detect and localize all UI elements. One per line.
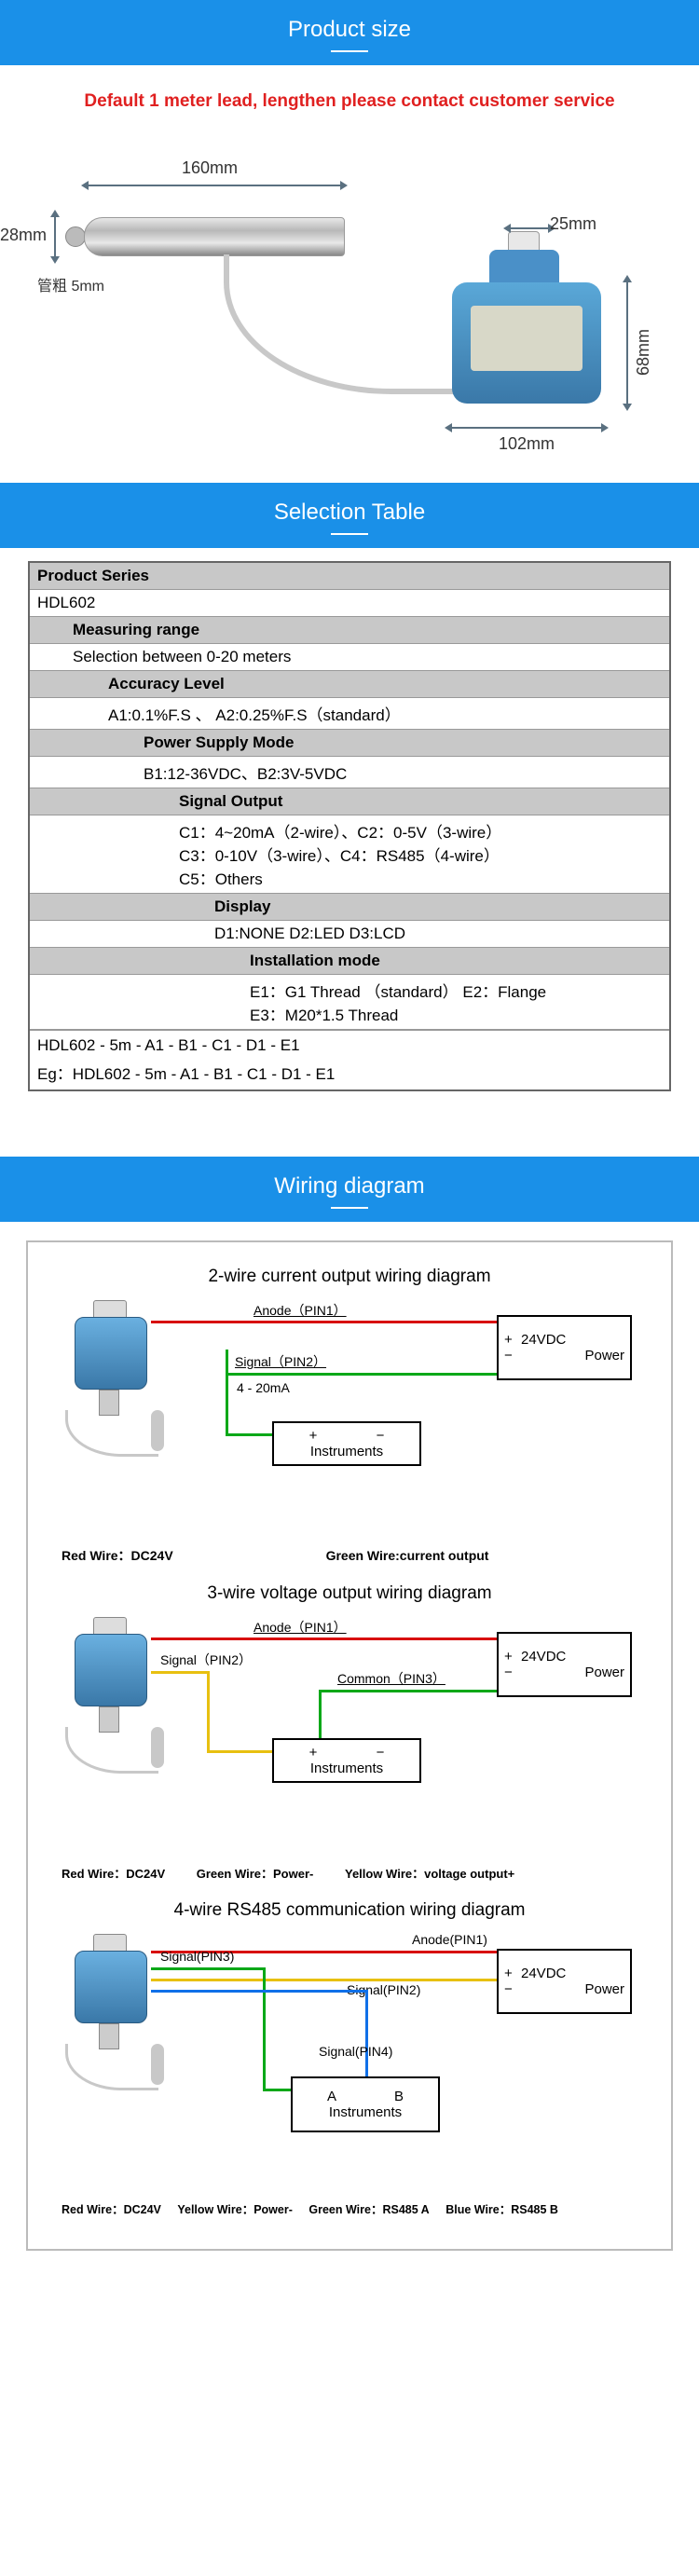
wire-blue-v [365,1990,368,2089]
sel-value-power: B1:12-36VDC、B2:3V-5VDC [30,757,669,788]
legend-2wire: Red Wire：DC24V Green Wire:current output [39,1539,516,1569]
sel-header-series: Product Series [30,563,669,590]
instrument-box: +− Instruments [272,1421,421,1466]
wiring-title: 4-wire RS485 communication wiring diagra… [39,1895,660,1930]
wire-yellow-v [207,1671,210,1750]
section-header-selection: Selection Table [0,483,699,548]
sel-header-display: Display [30,894,669,921]
sel-value-range: Selection between 0-20 meters [30,644,669,671]
legend-4wire: Red Wire：DC24V Yellow Wire：Power- Green … [39,2192,586,2221]
sel-header-install: Installation mode [30,948,669,975]
dim-160: 160mm [182,158,238,178]
signal-value: 4 - 20mA [237,1380,290,1395]
product-dimension-diagram: 160mm 28mm 管粗 5mm 25mm 68mm 102mm [0,129,699,483]
spacer [0,1119,699,1157]
pin-anode: Anode(PIN1) [412,1932,487,1947]
pin-anode: Anode（PIN1） [254,1618,347,1637]
wire-red [151,1637,524,1640]
wiring-4wire: 4-wire RS485 communication wiring diagra… [39,1895,660,2230]
wire-yellow [151,1979,524,1981]
section-header-product-size: Product size [0,0,699,65]
pin-signal3: Signal(PIN3) [160,1949,234,1964]
selection-example-1: HDL602 - 5m - A1 - B1 - C1 - D1 - E1 [30,1030,669,1061]
wire-red [151,1321,524,1323]
dim-28: 28mm [0,226,47,245]
wire-green-h2 [226,1373,524,1376]
sel-header-power: Power Supply Mode [30,730,669,757]
selection-example-2: Eg：HDL602 - 5m - A1 - B1 - C1 - D1 - E1 [30,1061,669,1089]
power-box: +24VDC −Power [497,1949,632,2014]
pin-signal: Signal（PIN2） [160,1651,252,1669]
sel-value-accuracy: A1:0.1%F.S 、 A2:0.25%F.S（standard） [30,698,669,730]
wire-yellow-h2 [207,1750,277,1753]
dim-line-160 [89,185,340,186]
sensor-probe [84,217,345,256]
section-title: Selection Table [0,500,699,526]
dim-102: 102mm [499,434,555,454]
wire-blue-h [151,1990,365,1993]
power-box: +24VDC −Power [497,1632,632,1697]
sel-header-signal: Signal Output [30,788,669,815]
sel-value-install: E1：G1 Thread （standard） E2：Flange E3：M20… [30,975,669,1030]
wire-green-h1 [226,1433,277,1436]
dim-line-28 [54,217,56,256]
sensor-device [58,1317,160,1447]
transmitter-nameplate [471,306,582,371]
pin-signal4: Signal(PIN4) [319,2044,392,2059]
pin-common: Common（PIN3） [337,1669,445,1688]
sel-value-signal: C1：4~20mA（2-wire）、C2：0-5V（3-wire） C3：0-1… [30,815,669,894]
wire-green-v [226,1350,228,1433]
sel-value-display: D1:NONE D2:LED D3:LCD [30,921,669,948]
wiring-container: 2-wire current output wiring diagram Ano… [0,1240,699,2269]
dim-line-68 [626,282,628,404]
dim-line-25 [511,227,548,229]
wiring-3wire: 3-wire voltage output wiring diagram Ano… [39,1578,660,1895]
wiring-title: 3-wire voltage output wiring diagram [39,1578,660,1613]
underline [331,1207,368,1209]
wire-green-h [151,1967,263,1970]
dim-line-102 [452,427,601,429]
sensor-device [58,1634,160,1764]
sel-header-range: Measuring range [30,617,669,644]
dim-68: 68mm [634,329,653,376]
wiring-title: 2-wire current output wiring diagram [39,1261,660,1296]
instrument-box: AB Instruments [291,2076,440,2132]
selection-table: Product Series HDL602 Measuring range Se… [0,548,699,1119]
sensor-device [58,1951,160,2081]
sel-header-accuracy: Accuracy Level [30,671,669,698]
instrument-box: +− Instruments [272,1738,421,1783]
section-title: Wiring diagram [0,1173,699,1199]
pin-anode: Anode（PIN1） [254,1301,347,1320]
underline [331,533,368,535]
dim-25: 25mm [550,214,596,234]
pin-signal: Signal（PIN2） [235,1352,326,1371]
probe-tip [65,226,86,247]
wire-green-h [319,1690,524,1692]
pipe-thickness-label: 管粗 5mm [37,273,104,295]
wire-green-v [263,1967,266,2089]
wire-yellow-h [151,1671,207,1674]
legend-3wire: Red Wire：DC24V Green Wire：Power- Yellow … [39,1857,542,1885]
transmitter [433,250,601,404]
section-title: Product size [0,17,699,43]
section-header-wiring: Wiring diagram [0,1157,699,1222]
lead-warning: Default 1 meter lead, lengthen please co… [0,65,699,129]
sel-value-series: HDL602 [30,590,669,617]
power-box: +24VDC −Power [497,1315,632,1380]
underline [331,50,368,52]
wiring-2wire: 2-wire current output wiring diagram Ano… [39,1261,660,1578]
